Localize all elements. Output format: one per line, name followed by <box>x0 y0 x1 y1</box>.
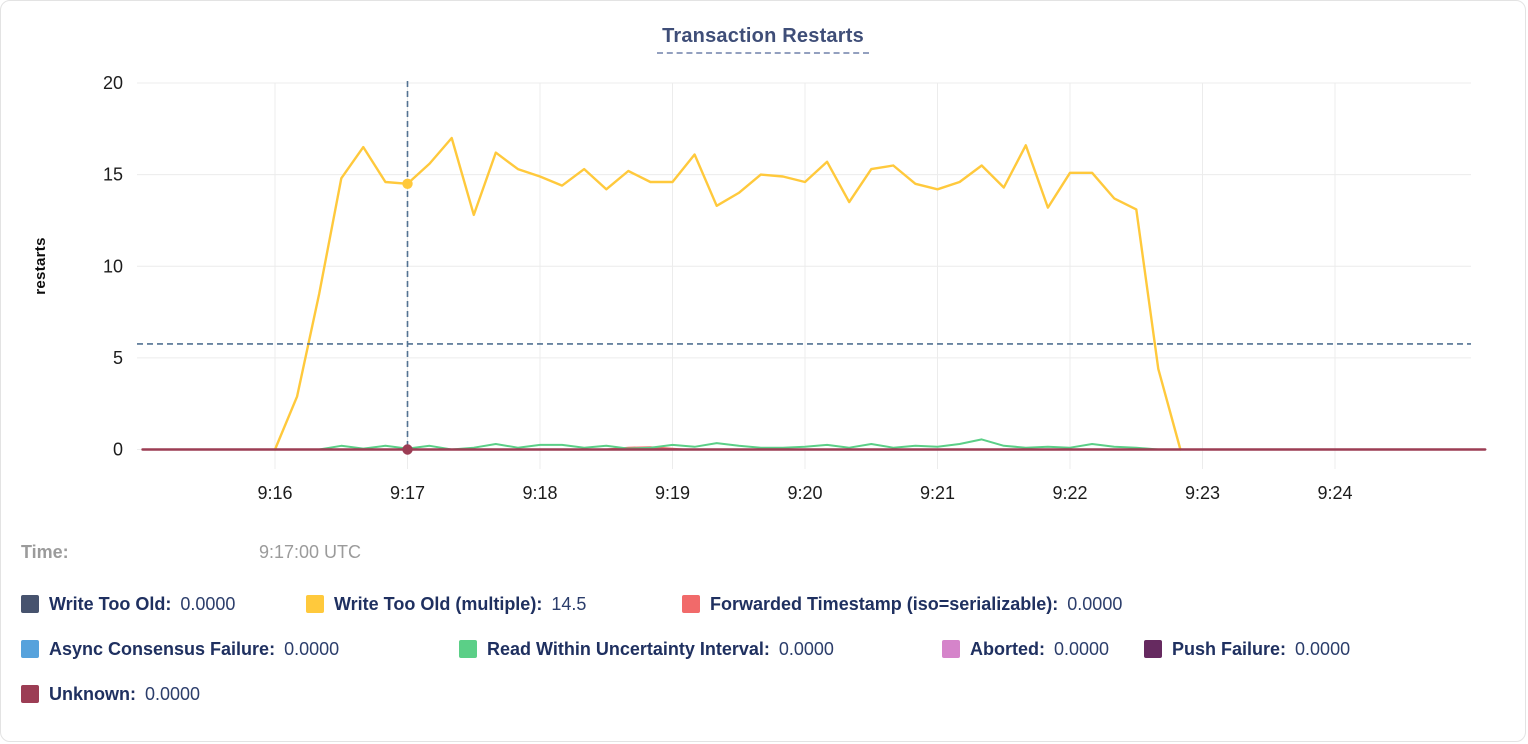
legend-label: Read Within Uncertainty Interval: <box>487 638 770 659</box>
legend-item-write-too-old: Write Too Old: 0.0000 <box>21 592 235 616</box>
legend-swatch-read-within-uncertainty-interval <box>459 640 477 658</box>
legend-item-push-failure: Push Failure: 0.0000 <box>1144 637 1350 661</box>
x-axis-tick: 9:17 <box>390 483 425 503</box>
x-axis-tick: 9:20 <box>787 483 822 503</box>
legend-value: 0.0000 <box>180 593 236 614</box>
legend-swatch-forwarded-timestamp <box>682 595 700 613</box>
y-axis-tick: 0 <box>113 440 123 460</box>
legend-value: 0.0000 <box>284 638 340 659</box>
legend-item-unknown: Unknown: 0.0000 <box>21 682 200 706</box>
legend-label: Unknown: <box>49 683 136 704</box>
legend-swatch-aborted <box>942 640 960 658</box>
legend-label: Aborted: <box>970 638 1045 659</box>
legend-value: 0.0000 <box>145 683 201 704</box>
x-axis-tick: 9:22 <box>1052 483 1087 503</box>
legend-label: Write Too Old: <box>49 593 172 614</box>
legend-swatch-write-too-old-multiple <box>306 595 324 613</box>
series-line-write-too-old-multiple <box>273 136 1182 451</box>
chart-title[interactable]: Transaction Restarts <box>657 25 869 54</box>
legend-value: 14.5 <box>551 593 587 614</box>
legend-swatch-unknown <box>21 685 39 703</box>
legend-swatch-write-too-old <box>21 595 39 613</box>
legend-swatch-async-consensus-failure <box>21 640 39 658</box>
legend-item-aborted: Aborted: 0.0000 <box>942 637 1109 661</box>
y-axis-tick: 15 <box>103 165 123 185</box>
y-axis-tick: 20 <box>103 73 123 93</box>
x-axis-tick: 9:19 <box>655 483 690 503</box>
restarts-chart[interactable]: 0 5 10 15 20 9:16 9:17 9:18 9:19 9:20 9:21 9:22 9:23… <box>1 1 1526 521</box>
legend-value: 0.0000 <box>778 638 834 659</box>
legend-value: 0.0000 <box>1054 638 1110 659</box>
y-axis-tick: 10 <box>103 256 123 276</box>
x-axis-tick: 9:23 <box>1185 483 1220 503</box>
x-axis-tick: 9:16 <box>257 483 292 503</box>
y-axis-label: restarts <box>32 237 49 294</box>
legend-item-async-consensus-failure: Async Consensus Failure: 0.0000 <box>21 637 339 661</box>
legend-item-forwarded-timestamp: Forwarded Timestamp (iso=serializable): … <box>682 592 1122 616</box>
hover-dot-unknown <box>402 444 413 455</box>
legend-value: 0.0000 <box>1067 593 1123 614</box>
hover-dot-write-too-old-multiple <box>402 178 413 189</box>
legend-swatch-push-failure <box>1144 640 1162 658</box>
legend-value: 0.0000 <box>1295 638 1351 659</box>
legend-label: Push Failure: <box>1172 638 1287 659</box>
legend-label: Async Consensus Failure: <box>49 638 276 659</box>
legend-item-read-within-uncertainty-interval: Read Within Uncertainty Interval: 0.0000 <box>459 637 834 661</box>
y-axis-tick: 5 <box>113 348 123 368</box>
chart-title-wrap: Transaction Restarts <box>1 25 1525 54</box>
legend-item-write-too-old-multiple: Write Too Old (multiple): 14.5 <box>306 592 586 616</box>
legend-label: Write Too Old (multiple): <box>334 593 543 614</box>
x-axis-tick: 9:21 <box>920 483 955 503</box>
hover-time-value: 9:17:00 UTC <box>259 542 362 562</box>
hover-time-label: Time: <box>21 542 69 562</box>
x-axis-tick: 9:24 <box>1317 483 1352 503</box>
x-axis-tick: 9:18 <box>522 483 557 503</box>
legend-label: Forwarded Timestamp (iso=serializable): <box>710 593 1059 614</box>
series-line-read-within-uncertainty-interval <box>318 438 1160 451</box>
